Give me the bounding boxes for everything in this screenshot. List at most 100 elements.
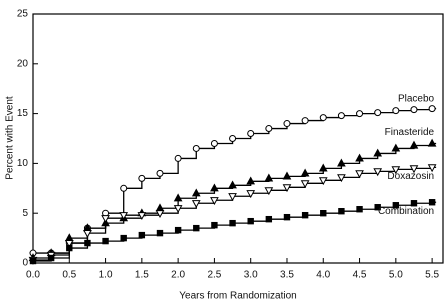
marker (373, 148, 383, 157)
marker (173, 193, 183, 202)
y-tick-label: 25 (17, 9, 29, 20)
marker (356, 206, 363, 213)
marker (246, 190, 256, 199)
x-axis-label: Years from Randomization (179, 291, 296, 302)
marker (319, 114, 327, 122)
marker (374, 109, 382, 117)
marker (427, 138, 437, 147)
marker (174, 154, 182, 162)
x-tick-label: 4.5 (353, 270, 367, 281)
marker (392, 202, 400, 209)
marker (247, 217, 254, 225)
x-tick-label: 5.0 (389, 270, 403, 281)
marker (409, 140, 419, 149)
marker (391, 166, 401, 175)
marker (410, 106, 418, 114)
marker (228, 180, 237, 189)
marker (264, 173, 274, 182)
marker (318, 163, 328, 172)
plot-frame (32, 13, 444, 264)
series-line (33, 142, 437, 259)
marker (66, 244, 73, 252)
marker (373, 168, 383, 177)
marker (265, 215, 273, 223)
marker (337, 112, 345, 120)
marker (283, 120, 291, 128)
marker (155, 210, 165, 219)
marker (283, 213, 291, 221)
x-tick-label: 2.0 (171, 270, 185, 281)
marker (337, 174, 346, 183)
series-line (33, 166, 437, 261)
x-tick-label: 5.5 (425, 270, 439, 281)
marker (156, 229, 164, 237)
marker (102, 237, 109, 245)
marker (265, 125, 273, 133)
marker (300, 168, 310, 177)
y-tick-label: 0 (22, 258, 28, 269)
series-label: Combination (378, 206, 434, 217)
marker (320, 210, 327, 217)
marker (138, 231, 146, 239)
marker (246, 176, 256, 185)
marker (83, 230, 92, 238)
marker (191, 188, 201, 197)
marker (355, 170, 364, 179)
x-tick-label: 1.0 (99, 270, 113, 281)
marker (229, 135, 237, 142)
marker (301, 211, 309, 219)
marker (228, 193, 237, 202)
marker (427, 164, 437, 173)
marker (374, 204, 381, 211)
marker (210, 139, 218, 147)
y-tick-label: 5 (22, 208, 28, 219)
marker (47, 254, 55, 262)
marker (29, 257, 37, 265)
marker (392, 107, 400, 115)
marker (119, 212, 129, 221)
marker (173, 205, 183, 214)
marker (356, 110, 364, 118)
marker (137, 212, 147, 221)
marker (428, 199, 436, 206)
marker (138, 174, 146, 182)
x-tick-label: 1.5 (135, 270, 149, 281)
marker (191, 200, 201, 209)
marker (101, 215, 110, 224)
marker (337, 158, 346, 167)
marker (264, 187, 274, 196)
series-line (33, 107, 437, 254)
x-tick-label: 3.0 (244, 270, 258, 281)
series-label: Placebo (398, 93, 435, 104)
marker (282, 184, 292, 193)
x-tick-label: 0.5 (62, 270, 76, 281)
y-tick-label: 10 (17, 158, 29, 169)
marker (64, 239, 74, 248)
series-line (33, 201, 437, 262)
marker (229, 219, 236, 227)
y-axis-label: Percent with Event (5, 96, 16, 180)
marker (338, 208, 345, 215)
marker (174, 226, 182, 234)
y-tick-label: 20 (17, 58, 29, 69)
marker (301, 117, 309, 125)
marker (409, 165, 419, 174)
marker (193, 224, 200, 232)
marker (156, 169, 164, 177)
series-label: Doxazosin (387, 171, 434, 182)
marker (120, 184, 128, 192)
x-tick-label: 0.0 (26, 270, 40, 281)
marker (282, 171, 292, 180)
marker (428, 105, 436, 113)
marker (120, 234, 127, 242)
x-tick-label: 2.5 (207, 270, 221, 281)
marker (355, 153, 364, 162)
marker (318, 177, 328, 186)
marker (300, 180, 310, 189)
y-tick-label: 15 (17, 108, 29, 119)
marker (247, 130, 255, 138)
marker (211, 221, 218, 229)
marker (410, 200, 418, 207)
